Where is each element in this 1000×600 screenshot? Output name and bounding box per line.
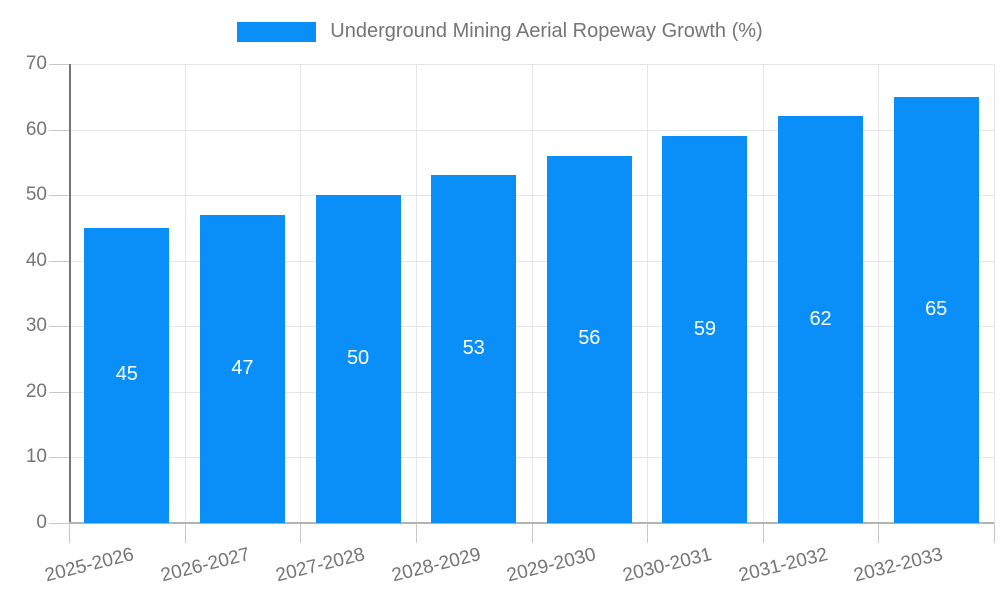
x-axis-tick: [415, 523, 417, 543]
x-axis-tick: [994, 523, 995, 543]
x-axis-category-label: 2028-2029: [389, 544, 483, 587]
x-gridline: [878, 64, 880, 523]
x-axis-tick: [69, 523, 70, 543]
x-axis-baseline: [69, 522, 994, 524]
bar[interactable]: [84, 227, 170, 523]
bar[interactable]: [893, 96, 979, 523]
y-axis-tick-label: 50: [25, 184, 47, 206]
y-axis-tick-label: 20: [25, 380, 47, 402]
bar[interactable]: [662, 136, 748, 523]
bar[interactable]: [546, 155, 632, 523]
bar[interactable]: [315, 195, 401, 523]
x-axis-category-label: 2032-2033: [852, 544, 946, 587]
y-axis-tick-label: 40: [25, 249, 47, 271]
x-axis-tick: [300, 523, 302, 543]
x-gridline: [300, 64, 302, 523]
x-gridline: [415, 64, 417, 523]
y-axis-tick: [49, 326, 69, 328]
x-gridline: [184, 64, 186, 523]
legend[interactable]: Underground Mining Aerial Ropeway Growth…: [0, 20, 1000, 43]
x-axis-category-label: 2026-2027: [158, 544, 252, 587]
x-axis-tick: [762, 523, 764, 543]
x-gridline: [994, 64, 995, 523]
x-axis-category-label: 2029-2030: [505, 544, 599, 587]
y-axis-tick: [49, 195, 69, 197]
x-axis-category-label: 2030-2031: [620, 544, 715, 587]
y-axis-tick: [49, 457, 69, 459]
y-axis-tick-label: 0: [36, 512, 47, 533]
y-axis-line: [69, 64, 71, 523]
y-axis-tick: [49, 391, 69, 393]
bar[interactable]: [431, 175, 517, 523]
y-axis-tick-label: 10: [25, 446, 47, 468]
x-axis-category-label: 2025-2026: [42, 544, 136, 587]
y-axis-tick-label: 60: [25, 118, 47, 140]
bar[interactable]: [778, 116, 864, 523]
x-axis-tick: [184, 523, 186, 543]
bar[interactable]: [199, 214, 285, 523]
x-axis-category-label: 2031-2032: [736, 544, 830, 587]
x-gridline: [762, 64, 764, 523]
y-axis-tick-label: 70: [25, 53, 47, 74]
y-axis-tick: [49, 260, 69, 262]
y-axis-tick: [49, 523, 69, 524]
x-gridline: [647, 64, 649, 523]
legend-label: Underground Mining Aerial Ropeway Growth…: [330, 20, 763, 42]
x-axis-category-label: 2027-2028: [273, 544, 368, 587]
y-axis-tick-label: 30: [25, 315, 47, 337]
x-axis-tick: [878, 523, 880, 543]
x-axis-tick: [647, 523, 649, 543]
y-axis-tick: [49, 129, 69, 131]
y-axis-tick: [49, 64, 69, 65]
x-axis-tick: [531, 523, 533, 543]
x-gridline: [531, 64, 533, 523]
legend-swatch-icon: [237, 21, 317, 42]
